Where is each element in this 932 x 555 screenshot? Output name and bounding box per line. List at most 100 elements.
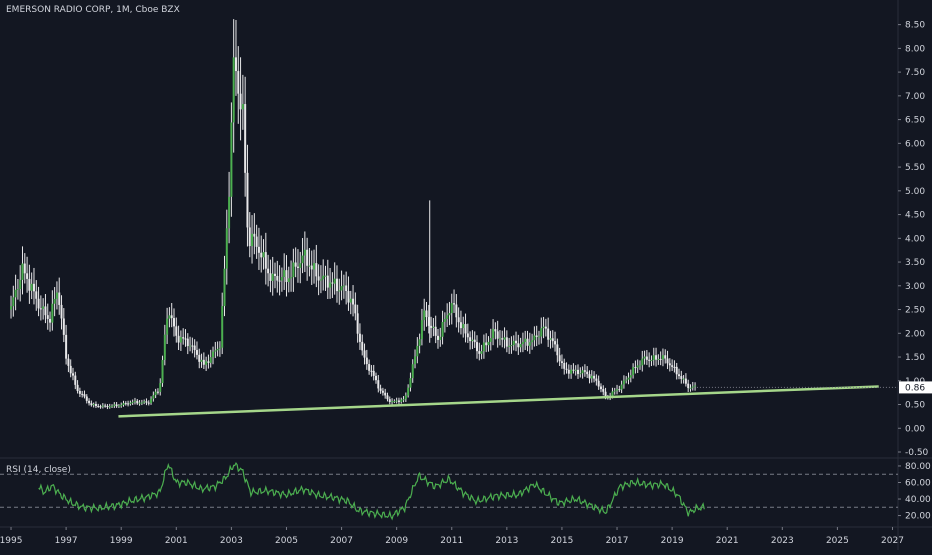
- time-tick-label: 2023: [771, 536, 794, 546]
- candle-body: [326, 275, 329, 288]
- candle-body: [67, 358, 70, 366]
- rsi-tick-label: 80.00: [905, 462, 931, 472]
- candle-body: [198, 354, 201, 362]
- candle-body: [166, 318, 169, 335]
- candle-body: [156, 391, 159, 393]
- candle-body: [113, 404, 116, 406]
- candle-body: [535, 335, 538, 337]
- candle-body: [526, 338, 529, 346]
- price-tick-label: 4.00: [905, 234, 925, 244]
- candle-body: [85, 396, 88, 401]
- candle-body: [244, 104, 247, 173]
- candle-body: [361, 341, 364, 351]
- candle-body: [643, 356, 646, 359]
- candle-body: [274, 273, 277, 276]
- candle-body: [39, 308, 42, 310]
- candle-body: [537, 336, 540, 338]
- candle-body: [74, 375, 77, 385]
- candle-body: [386, 395, 389, 400]
- candle-body: [661, 355, 664, 360]
- candle-body: [283, 270, 286, 278]
- time-tick-label: 2007: [330, 536, 353, 546]
- candle-body: [430, 325, 433, 328]
- candle-body: [446, 315, 449, 319]
- candle-body: [616, 389, 619, 391]
- candle-body: [150, 398, 153, 404]
- candle-body: [655, 355, 658, 360]
- candle-body: [632, 367, 635, 376]
- candle-body: [595, 378, 598, 381]
- candle-body: [629, 375, 632, 378]
- candle-body: [257, 246, 260, 253]
- candle-body: [147, 402, 150, 404]
- time-tick-label: 2025: [826, 536, 849, 546]
- rsi-line: [38, 461, 705, 521]
- candle-body: [81, 393, 84, 395]
- candle-body: [115, 404, 118, 407]
- candle-body: [411, 364, 414, 379]
- candle-body: [622, 380, 625, 385]
- candle-body: [638, 365, 641, 367]
- candle-body: [133, 400, 136, 402]
- candle-body: [78, 390, 81, 394]
- price-tick-label: 5.50: [905, 163, 925, 173]
- candle-body: [212, 351, 215, 358]
- candle-body: [83, 394, 86, 397]
- candle-body: [471, 339, 474, 342]
- candle-body: [645, 356, 648, 360]
- candle-body: [310, 265, 313, 270]
- candle-body: [223, 268, 226, 307]
- candle-body: [269, 273, 272, 281]
- candle-body: [544, 326, 547, 329]
- candle-body: [106, 406, 109, 408]
- time-tick-label: 1995: [0, 536, 22, 546]
- candle-body: [418, 339, 421, 346]
- candle-body: [65, 334, 68, 359]
- candle-body: [414, 356, 417, 365]
- candle-body: [613, 390, 616, 392]
- time-tick-label: 2015: [550, 536, 573, 546]
- candle-body: [675, 366, 678, 375]
- candle-body: [478, 351, 481, 354]
- candle-body: [407, 387, 410, 396]
- candle-body: [494, 329, 497, 332]
- candle-body: [565, 368, 568, 370]
- candle-body: [694, 385, 697, 387]
- candle-body: [280, 277, 283, 281]
- time-tick-label: 2021: [716, 536, 739, 546]
- candle-body: [324, 275, 327, 277]
- candle-body: [214, 350, 217, 352]
- candle-body: [60, 304, 63, 319]
- candle-body: [482, 342, 485, 352]
- candle-body: [23, 263, 26, 274]
- candle-body: [322, 275, 325, 280]
- price-tick-label: 3.50: [905, 258, 925, 268]
- candle-body: [668, 363, 671, 366]
- candle-body: [432, 326, 435, 328]
- candle-body: [230, 122, 233, 197]
- candle-body: [90, 403, 93, 406]
- candle-body: [689, 387, 692, 389]
- candle-body: [221, 306, 224, 348]
- candle-body: [652, 355, 655, 361]
- candle-body: [501, 338, 504, 340]
- candle-body: [453, 303, 456, 305]
- support-trendline[interactable]: [118, 385, 879, 418]
- candle-body: [618, 389, 621, 391]
- price-tick-label: 0.50: [905, 401, 925, 411]
- candle-body: [124, 403, 127, 405]
- candle-body: [381, 390, 384, 393]
- candle-body: [590, 375, 593, 379]
- candle-body: [641, 358, 644, 366]
- candle-body: [225, 228, 228, 269]
- candle-body: [205, 361, 208, 365]
- candle-body: [159, 383, 162, 392]
- candle-body: [340, 286, 343, 291]
- last-price-label-bg: [899, 381, 932, 394]
- candle-body: [117, 405, 120, 407]
- candle-body: [510, 345, 513, 347]
- candle-body: [184, 338, 187, 340]
- candle-body: [480, 351, 483, 354]
